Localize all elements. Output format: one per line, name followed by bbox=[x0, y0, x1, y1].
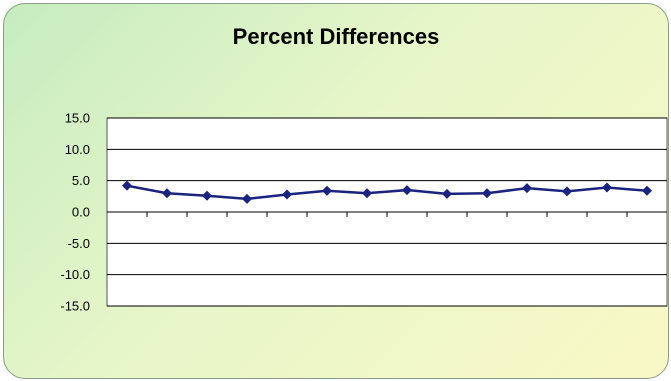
data-point bbox=[242, 193, 252, 204]
data-point bbox=[202, 190, 212, 201]
y-tick-label: 10.0 bbox=[65, 142, 90, 157]
y-tick-label: -15.0 bbox=[60, 299, 90, 314]
data-point bbox=[482, 188, 492, 199]
series-line bbox=[126, 184, 648, 201]
data-point bbox=[442, 188, 452, 199]
x-axis-ticks bbox=[146, 212, 628, 217]
data-point bbox=[402, 185, 412, 196]
data-point bbox=[602, 182, 612, 193]
data-point bbox=[642, 185, 652, 196]
y-tick-label: 5.0 bbox=[72, 173, 90, 188]
data-point bbox=[362, 188, 372, 199]
data-point bbox=[162, 188, 172, 199]
data-point bbox=[282, 189, 292, 200]
y-axis-ticks: 15.0 10.0 5.0 0.0 -5.0 -10.0 -15.0 bbox=[60, 111, 90, 314]
y-tick-label: -5.0 bbox=[68, 236, 90, 251]
chart-frame: Percent Differences 15.0 10.0 5.0 0.0 -5.0 -1… bbox=[3, 3, 669, 379]
y-tick-label: 0.0 bbox=[72, 205, 90, 220]
data-point bbox=[322, 185, 332, 196]
y-tick-label: 15.0 bbox=[65, 111, 90, 126]
chart-title: Percent Differences bbox=[232, 24, 440, 49]
series-group bbox=[122, 180, 652, 204]
data-point bbox=[562, 186, 572, 197]
data-point bbox=[522, 183, 532, 194]
gridlines bbox=[107, 117, 667, 307]
chart-plot: 15.0 10.0 5.0 0.0 -5.0 -10.0 -15.0 bbox=[60, 111, 668, 314]
y-tick-label: -10.0 bbox=[60, 267, 90, 282]
data-point bbox=[122, 180, 132, 191]
